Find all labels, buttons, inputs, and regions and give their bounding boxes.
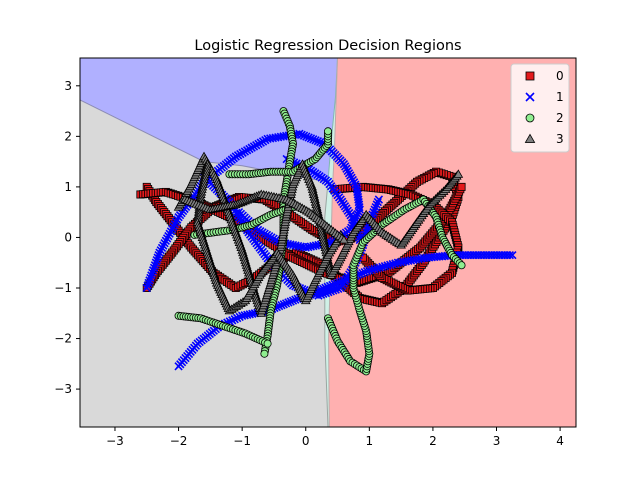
data-point-class-1 [319,289,328,299]
x-tick-label: −3 [106,434,124,448]
y-tick-label: −3 [54,382,72,396]
data-point-class-2 [260,349,269,358]
legend-marker-3 [524,133,536,143]
data-point-class-1 [309,135,318,144]
y-tick-label: −1 [54,281,72,295]
data-point-class-1 [295,129,304,138]
data-point-class-1 [321,288,331,298]
x-tick-label: 4 [556,434,564,448]
region-class-1 [80,58,338,182]
data-point-class-1 [304,133,313,142]
y-tick-label: −2 [54,332,72,346]
data-point-class-1 [235,312,244,322]
data-point-class-1 [146,273,155,283]
data-point-class-1 [284,298,293,307]
x-tick-label: 2 [429,434,437,448]
data-point-class-3 [339,235,349,244]
data-points [136,107,517,376]
data-point-class-1 [143,281,152,290]
legend-label: 3 [556,132,564,146]
data-point-class-1 [331,285,340,294]
data-point-class-1 [286,297,295,306]
data-point-class-1 [355,205,364,214]
data-point-class-1 [313,137,323,146]
legend-label: 0 [556,69,564,83]
data-point-class-1 [354,207,363,217]
data-point-class-1 [154,250,163,260]
data-point-class-1 [349,215,358,224]
data-point-class-1 [306,134,316,143]
axes: −3 −2 −1 0 1 2 3 4 −3 −2 −1 0 1 2 3 [54,79,564,448]
data-point-class-1 [362,267,372,276]
data-point-class-1 [355,269,365,279]
legend-box [510,63,570,153]
data-point-class-1 [360,267,369,277]
data-point-class-1 [233,313,242,323]
data-point-class-1 [281,299,291,308]
data-point-class-1 [150,261,160,270]
data-point-class-1 [316,290,326,299]
data-point-class-1 [371,202,380,212]
data-point-class-1 [324,288,333,297]
data-point-class-1 [288,296,298,305]
legend: 0 1 2 3 [510,63,570,153]
data-point-class-1 [144,278,153,288]
data-point-class-1 [147,271,156,280]
legend-label: 1 [556,90,564,104]
x-tick-label: 3 [493,434,501,448]
data-point-class-1 [153,253,162,262]
y-tick-label: 1 [64,180,72,194]
data-point-class-1 [302,132,311,141]
x-tick-label: 0 [302,434,310,448]
data-point-class-1 [372,200,381,209]
plot-frame [79,57,577,428]
data-point-class-1 [148,266,158,275]
data-point-class-2 [323,127,332,136]
data-point-class-1 [152,256,161,265]
x-tick-label: −2 [170,434,188,448]
y-tick-label: 0 [64,230,72,244]
data-point-class-1 [358,268,367,278]
series-3 [173,151,464,317]
legend-marker-1 [525,92,535,102]
data-point-class-1 [228,316,237,325]
data-point-class-1 [149,263,159,272]
y-tick-label: 2 [64,129,72,143]
data-point-class-1 [151,258,161,267]
data-point-class-1 [369,208,378,217]
data-point-class-1 [279,300,288,309]
data-point-class-1 [508,250,517,260]
data-point-class-1 [329,286,338,295]
data-point-class-1 [374,195,384,204]
data-point-class-1 [142,283,151,293]
data-point-class-1 [373,197,382,207]
chart-title: Logistic Regression Decision Regions [194,38,461,54]
data-point-class-1 [145,276,154,285]
legend-label: 2 [556,111,564,125]
data-point-class-1 [311,136,320,145]
data-point-class-1 [230,314,239,324]
data-point-class-0 [457,182,466,191]
data-point-class-1 [299,131,309,140]
data-point-class-1 [353,209,362,219]
data-point-class-2 [263,339,272,348]
data-point-class-1 [505,250,514,260]
data-point-class-2 [457,261,466,270]
y-tick-label: 3 [64,79,72,93]
legend-marker-0 [525,71,535,81]
data-point-class-1 [314,291,323,300]
data-point-class-1 [370,205,379,214]
data-point-class-1 [274,301,284,311]
data-point-class-1 [291,295,300,304]
x-tick-label: 1 [366,434,374,448]
data-point-class-1 [148,268,157,277]
data-point-class-1 [326,287,335,296]
legend-marker-2 [525,113,535,123]
data-point-class-1 [297,130,306,139]
data-point-class-3 [453,169,464,178]
x-tick-label: −1 [233,434,251,448]
data-point-class-1 [277,301,286,310]
